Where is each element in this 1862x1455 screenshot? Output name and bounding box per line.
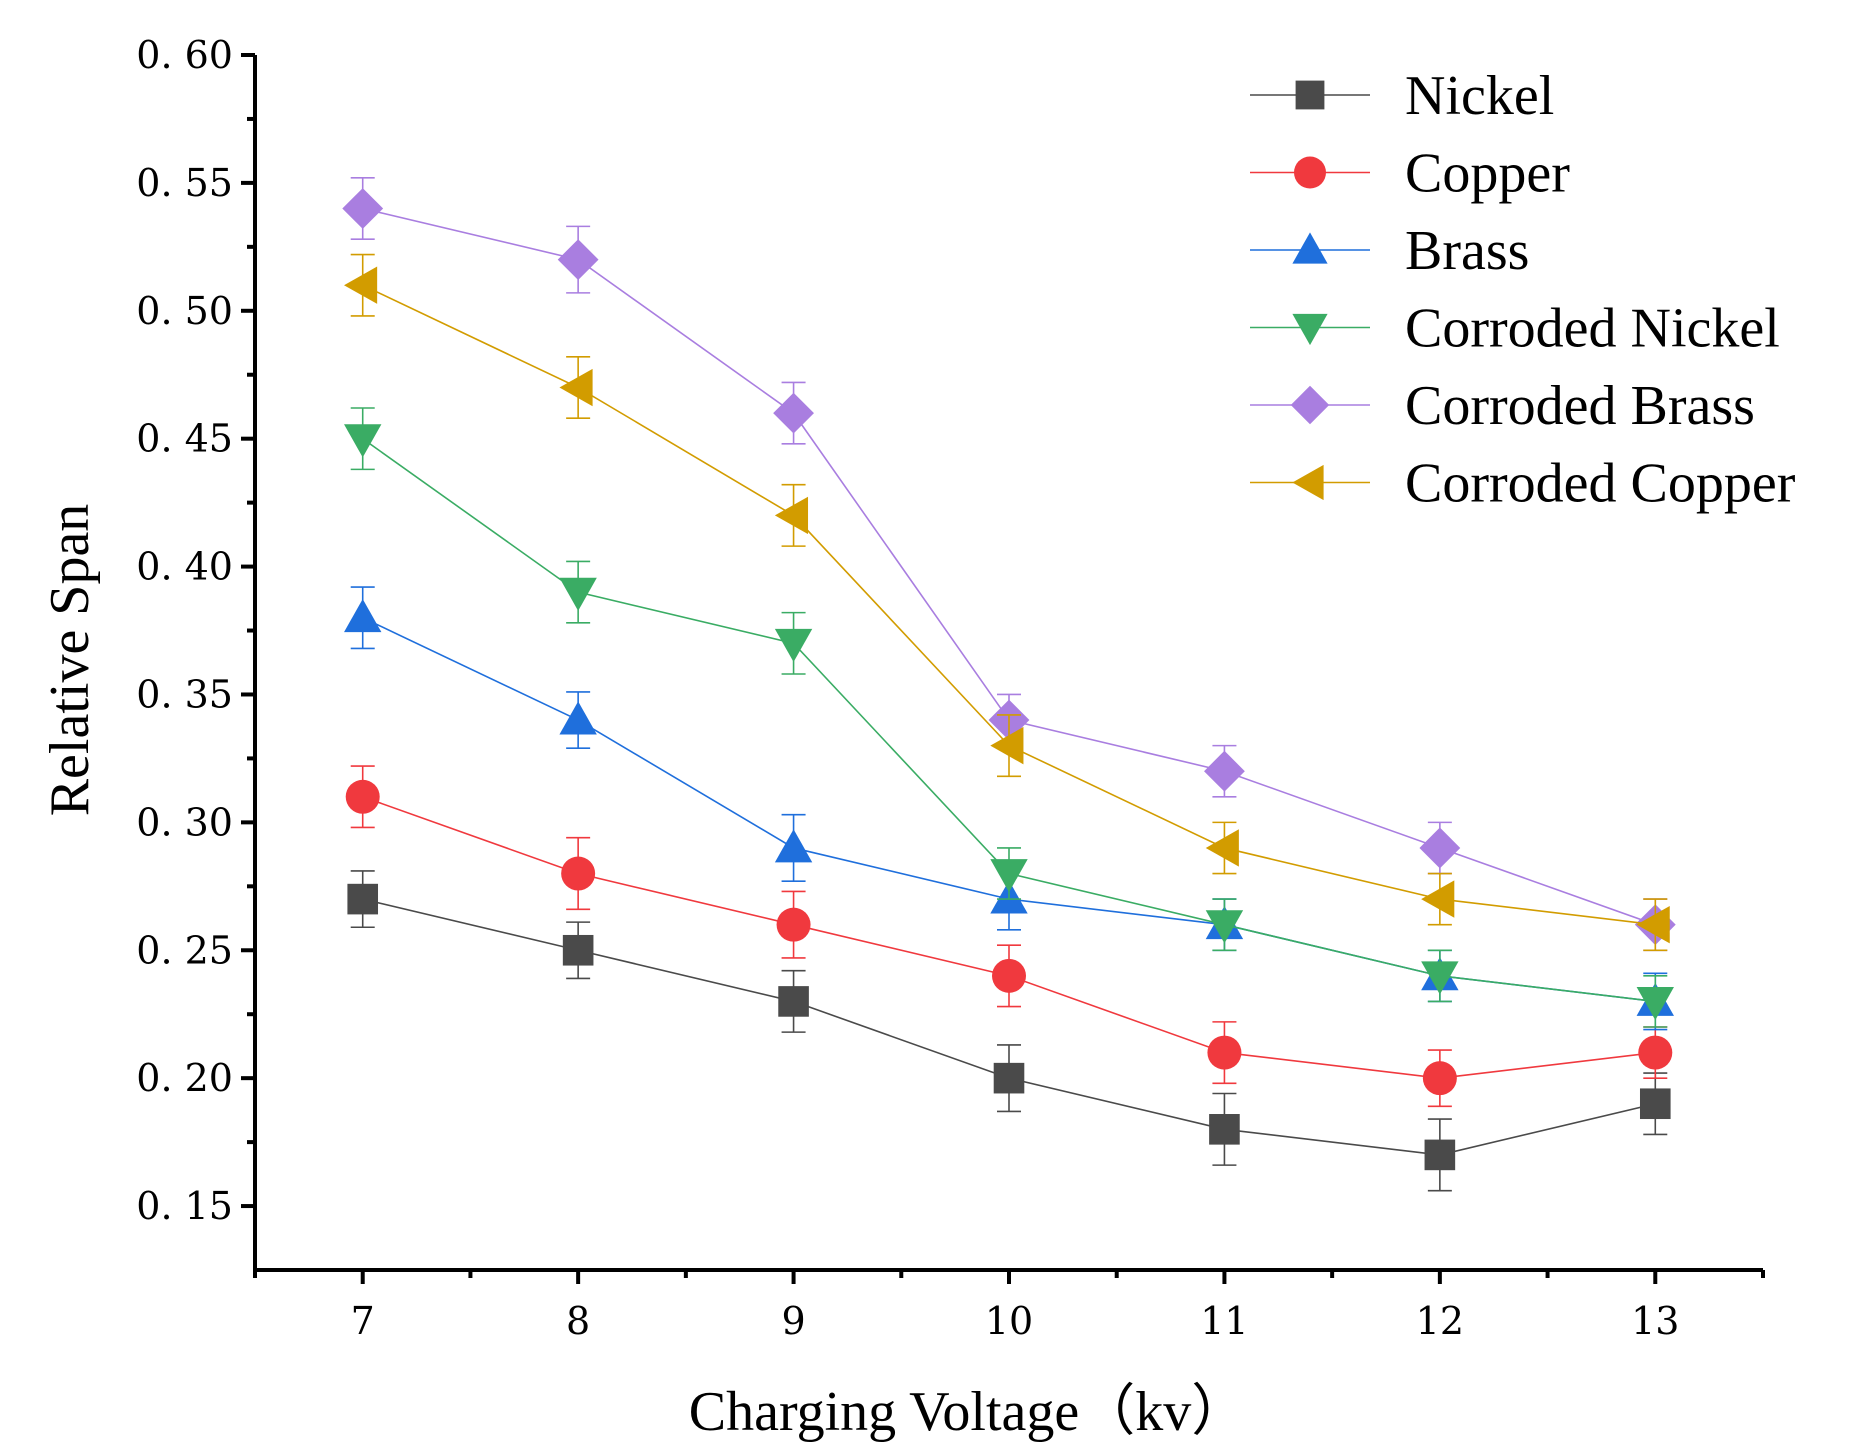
x-tick-label: 10 [985,1299,1033,1343]
legend-marker [1295,80,1325,110]
data-point [342,188,384,229]
data-point [562,934,594,966]
y-tick-label: 0. 40 [136,545,233,589]
y-tick-label: 0. 55 [136,161,233,205]
y-tick-label: 0. 30 [136,800,233,844]
data-point [992,958,1026,993]
legend-marker [1292,464,1324,501]
data-point [559,368,593,407]
data-point [990,726,1024,765]
data-point [1209,1114,1240,1145]
data-point [1421,880,1455,918]
y-tick-label: 0. 20 [136,1056,233,1100]
data-point [778,986,809,1017]
legend-item: Corroded Copper [1250,453,1796,515]
series-line [362,898,1656,1156]
y-tick-label: 0. 25 [136,928,233,972]
data-point [773,392,814,434]
y-tick-label: 0. 35 [136,672,233,716]
data-point [1424,1139,1456,1171]
data-point [774,496,809,535]
legend-label: Nickel [1405,65,1554,127]
data-point [344,424,382,458]
legend-item: Copper [1250,143,1570,205]
x-axis-title: Charging Voltage（kv） [689,1381,1247,1443]
legend: Nickel Copper Brass Corroded Nickel Corroded… [1250,65,1796,515]
y-tick-label: 0. 15 [136,1184,233,1228]
legend-label: Copper [1405,143,1570,205]
x-tick-label: 11 [1200,1299,1248,1343]
data-point [1205,910,1244,944]
legend-item: Corroded Nickel [1250,298,1780,360]
x-tick-label: 12 [1416,1299,1464,1343]
data-point [345,779,380,814]
data-point [990,859,1028,893]
x-tick-label: 8 [566,1299,590,1343]
data-point [1207,1035,1242,1070]
data-point [1636,986,1674,1021]
data-point [344,599,382,633]
data-point [347,883,379,915]
data-point [774,829,813,863]
legend-item: Brass [1250,220,1529,282]
legend-item: Corroded Brass [1250,375,1755,437]
series-line [362,796,1656,1079]
series-corroded-copper [344,253,1670,952]
y-tick-label: 0. 45 [136,417,233,461]
series-layer [342,176,1676,1192]
axes: 0. 15 0. 20 0. 25 0. 30 0. 35 0. 40 0. 45 0. 50… [136,33,1765,1343]
x-tick-label: 13 [1631,1299,1679,1343]
data-point [776,907,811,942]
data-point [774,628,813,663]
y-tick-label: 0. 50 [136,289,233,333]
legend-item: Nickel [1250,65,1554,127]
legend-marker [1290,385,1330,425]
data-point [559,577,597,611]
series-nickel [347,870,1671,1192]
y-axis-title: Relative Span [39,504,101,817]
data-point [1205,829,1239,867]
x-tick-label: 7 [351,1299,375,1343]
legend-label: Corroded Nickel [1405,298,1780,360]
data-point [1636,905,1670,944]
data-point [344,266,378,304]
series-corroded-brass [342,176,1676,952]
data-point [561,856,596,891]
data-point [557,239,599,281]
data-point [993,1062,1025,1094]
data-point [559,701,597,735]
y-tick-label: 0. 60 [136,33,233,77]
data-point [1421,961,1459,995]
legend-marker [1292,313,1328,346]
data-point [1419,827,1461,869]
x-tick-label: 9 [781,1299,805,1343]
series-line [362,617,1656,1003]
series-corroded-nickel [344,407,1674,1028]
legend-label: Corroded Brass [1405,375,1755,437]
legend-label: Brass [1405,220,1529,282]
legend-marker [1292,232,1328,264]
legend-marker [1294,156,1326,189]
data-point [1638,1035,1673,1070]
series-copper [345,765,1673,1108]
legend-label: Corroded Copper [1405,453,1796,515]
data-point [1639,1088,1671,1120]
data-point [1204,750,1245,792]
data-point [1422,1061,1457,1096]
